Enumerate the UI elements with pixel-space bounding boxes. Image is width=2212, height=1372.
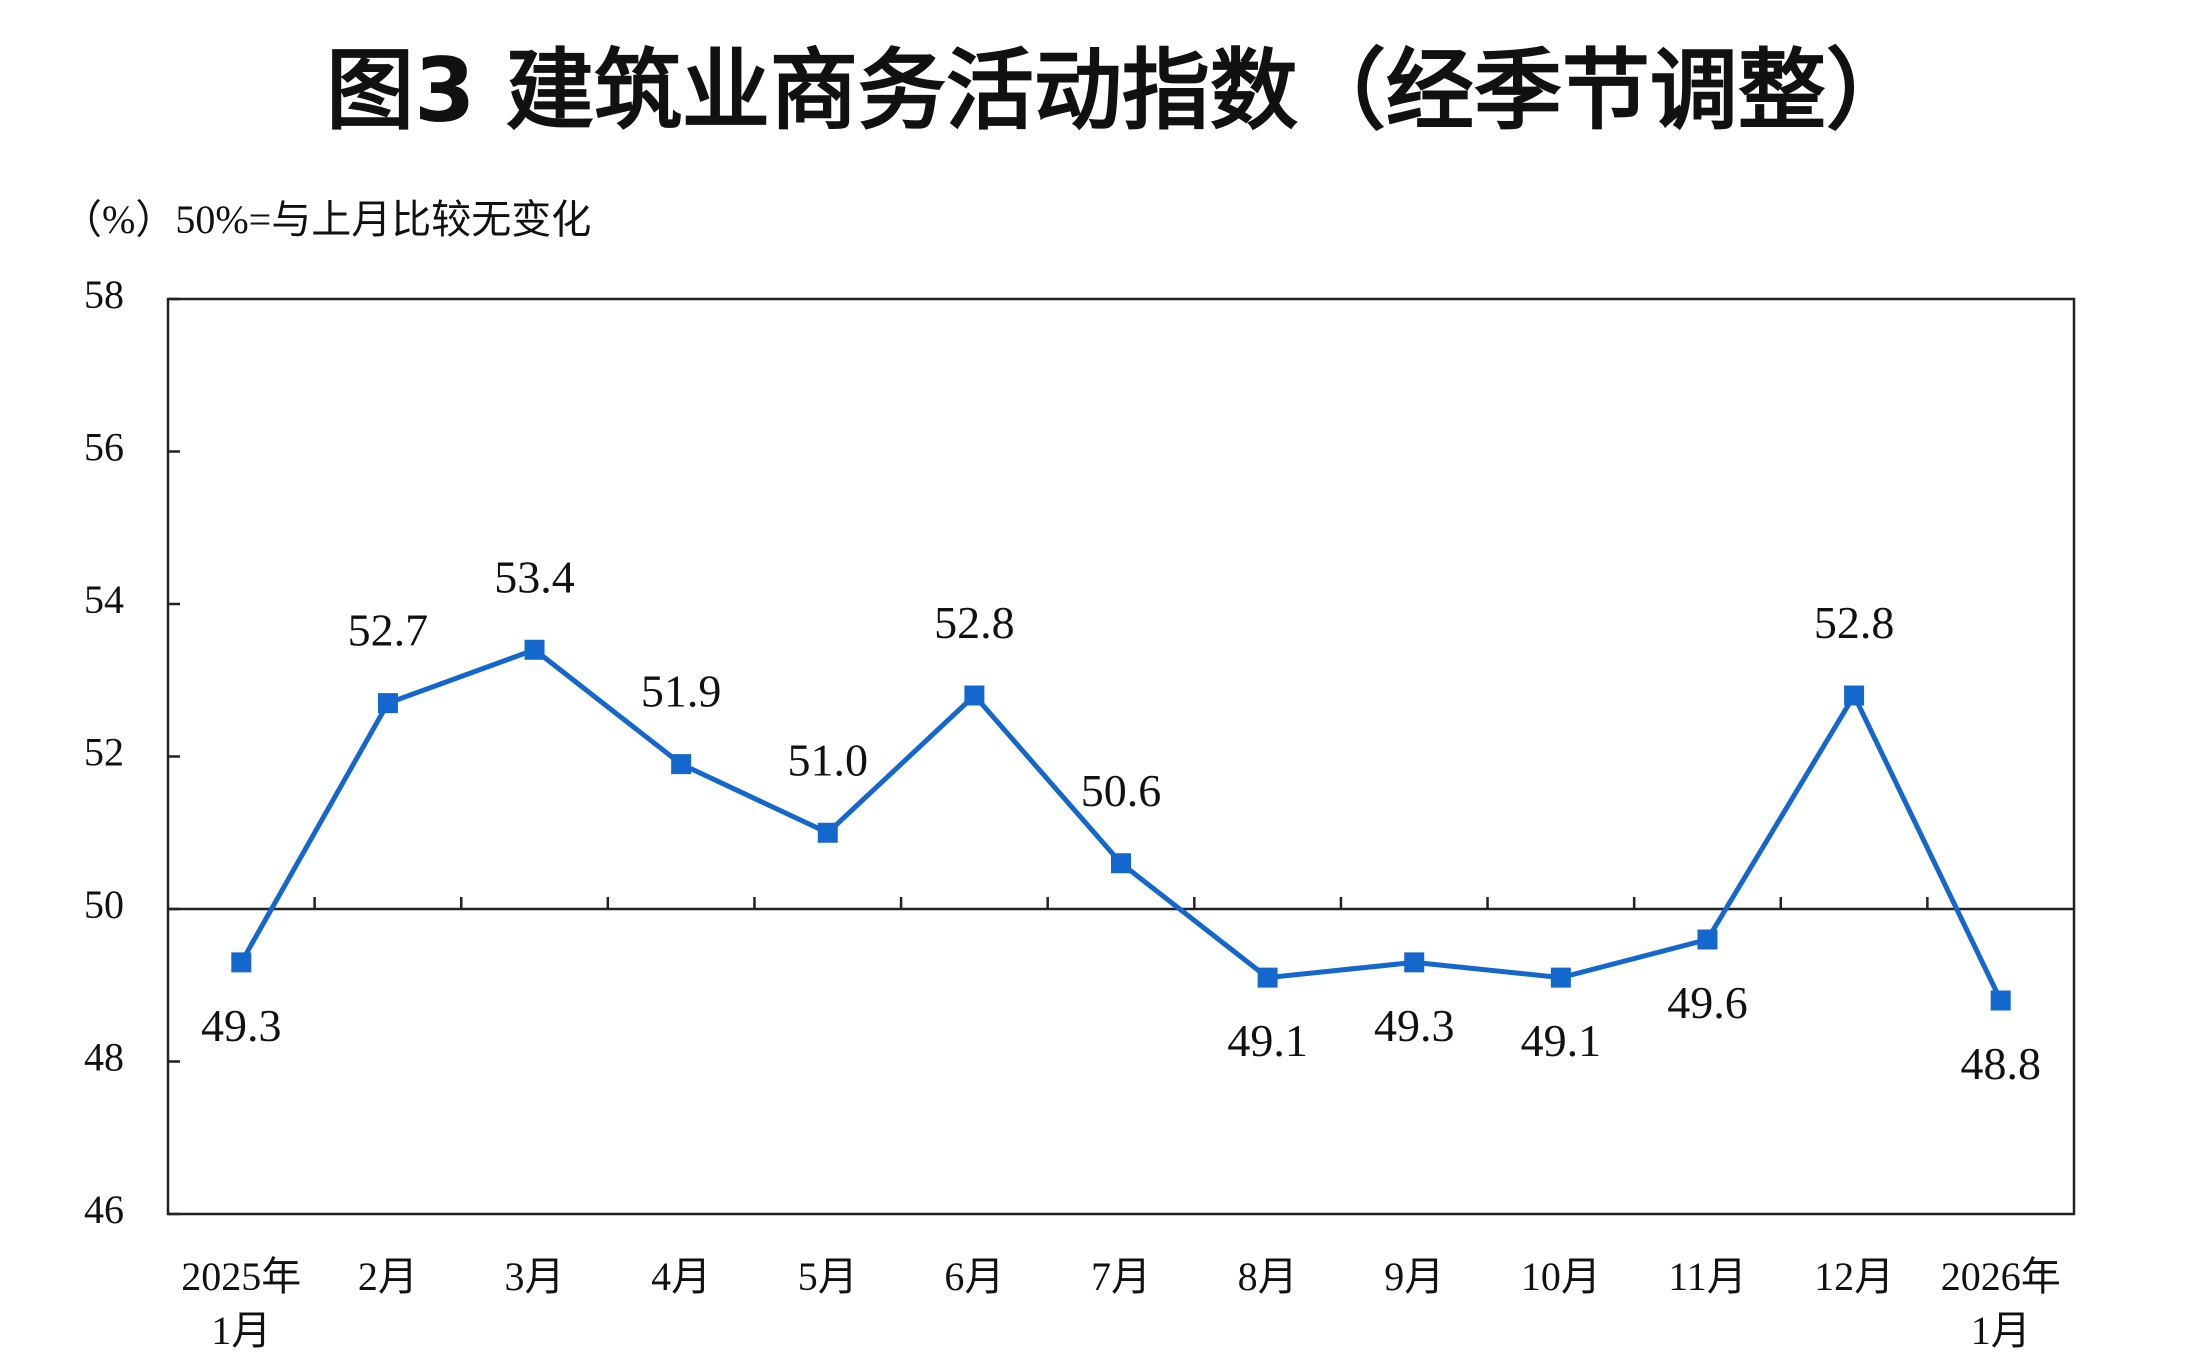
x-tick-label: 2月: [357, 1254, 418, 1299]
x-tick-label: 3月: [504, 1254, 565, 1299]
chart-title: 图3 建筑业商务活动指数（经季节调整）: [326, 39, 1914, 142]
marker: [231, 952, 252, 973]
x-tick-label: 4月: [651, 1254, 712, 1299]
data-label: 53.4: [494, 551, 575, 602]
data-label: 52.8: [934, 597, 1015, 648]
marker: [1990, 990, 2011, 1011]
data-label: 52.7: [348, 605, 429, 656]
marker: [964, 685, 985, 706]
x-tick-label: 12月: [1814, 1254, 1895, 1299]
plot-frame: [166, 297, 2076, 1216]
data-label: 51.9: [641, 666, 722, 717]
data-label: 49.1: [1521, 1015, 1602, 1066]
x-tick-label: 2026年 1月: [1940, 1254, 2061, 1353]
marker: [1550, 967, 1571, 988]
data-label: 49.6: [1667, 977, 1748, 1028]
x-tick-label: 5月: [797, 1254, 858, 1299]
x-tick-label: 10月: [1520, 1254, 1601, 1299]
y-tick-label: 52: [84, 730, 124, 775]
series-line: [239, 646, 2003, 1002]
y-tick-label: 46: [84, 1187, 124, 1232]
data-label: 49.1: [1227, 1015, 1308, 1066]
data-label: 48.8: [1960, 1038, 2041, 1089]
marker: [1404, 952, 1425, 973]
y-tick-label: 50: [84, 882, 124, 927]
y-tick-label: 58: [84, 272, 124, 317]
marker: [671, 754, 692, 775]
marker: [1111, 853, 1131, 874]
data-label: 49.3: [201, 1000, 282, 1051]
y-tick-label: 56: [84, 425, 124, 470]
x-tick-label: 11月: [1668, 1254, 1747, 1299]
x-tick-label: 8月: [1237, 1254, 1298, 1299]
marker: [1844, 685, 1865, 706]
data-label: 51.0: [788, 734, 869, 785]
x-tick-label: 6月: [944, 1254, 1005, 1299]
data-label: 49.3: [1374, 1000, 1455, 1051]
marker: [1257, 967, 1278, 988]
marker: [1697, 929, 1718, 950]
marker: [817, 822, 838, 843]
data-label: 52.8: [1814, 597, 1895, 648]
data-label: 50.6: [1081, 765, 1162, 816]
x-tick-label: 2025年 1月: [181, 1254, 302, 1353]
x-tick-label: 7月: [1091, 1254, 1151, 1299]
y-tick-label: 48: [84, 1035, 124, 1080]
marker: [524, 639, 545, 660]
chart-subtitle: （%）50%=与上月比较无变化: [62, 197, 591, 242]
marker: [377, 693, 398, 714]
x-tick-label: 9月: [1384, 1254, 1445, 1299]
y-tick-label: 54: [84, 577, 124, 622]
